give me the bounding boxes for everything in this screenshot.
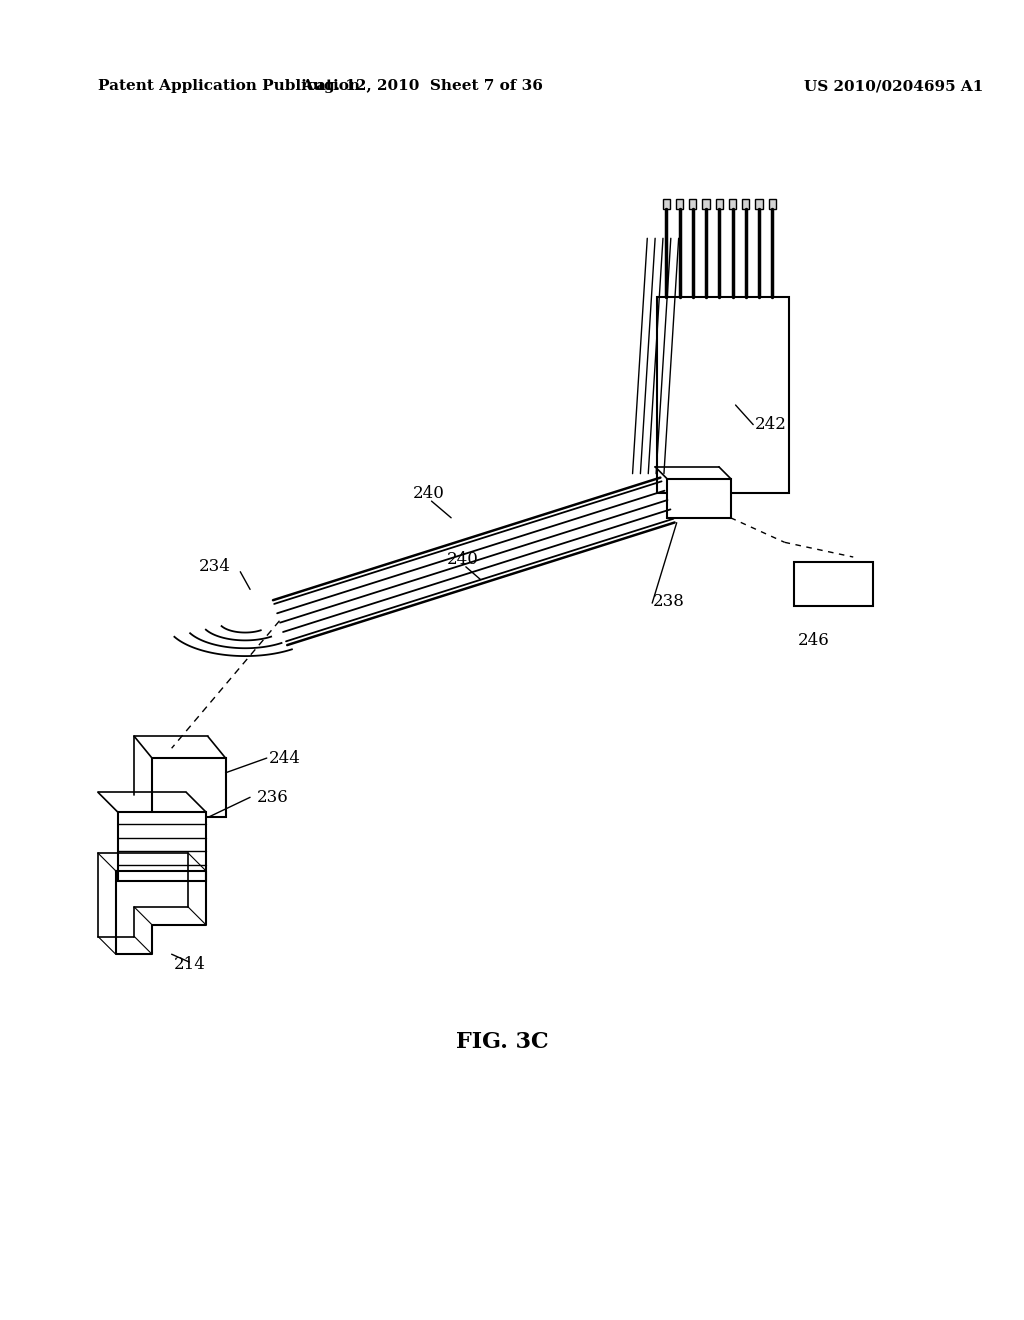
Bar — [795, 562, 872, 606]
Bar — [756, 199, 763, 209]
Text: 244: 244 — [268, 750, 301, 767]
Text: FIG. 3C: FIG. 3C — [456, 1031, 549, 1053]
Bar — [667, 479, 731, 517]
Bar — [689, 199, 696, 209]
Text: 234: 234 — [199, 558, 230, 576]
Bar — [729, 199, 736, 209]
Bar — [663, 199, 670, 209]
Text: 238: 238 — [653, 593, 685, 610]
Bar — [769, 199, 776, 209]
Text: 240: 240 — [446, 552, 479, 569]
Text: 246: 246 — [798, 632, 829, 649]
Bar — [716, 199, 723, 209]
Text: Patent Application Publication: Patent Application Publication — [98, 79, 360, 94]
Bar — [676, 199, 683, 209]
Bar — [702, 199, 710, 209]
Bar — [152, 758, 225, 817]
Text: 242: 242 — [755, 416, 787, 433]
Text: US 2010/0204695 A1: US 2010/0204695 A1 — [804, 79, 984, 94]
Text: Aug. 12, 2010  Sheet 7 of 36: Aug. 12, 2010 Sheet 7 of 36 — [301, 79, 543, 94]
Bar — [742, 199, 750, 209]
Text: 240: 240 — [413, 484, 444, 502]
Bar — [657, 297, 790, 494]
Bar — [118, 812, 206, 880]
Text: 214: 214 — [173, 956, 205, 973]
Text: 236: 236 — [257, 789, 289, 805]
